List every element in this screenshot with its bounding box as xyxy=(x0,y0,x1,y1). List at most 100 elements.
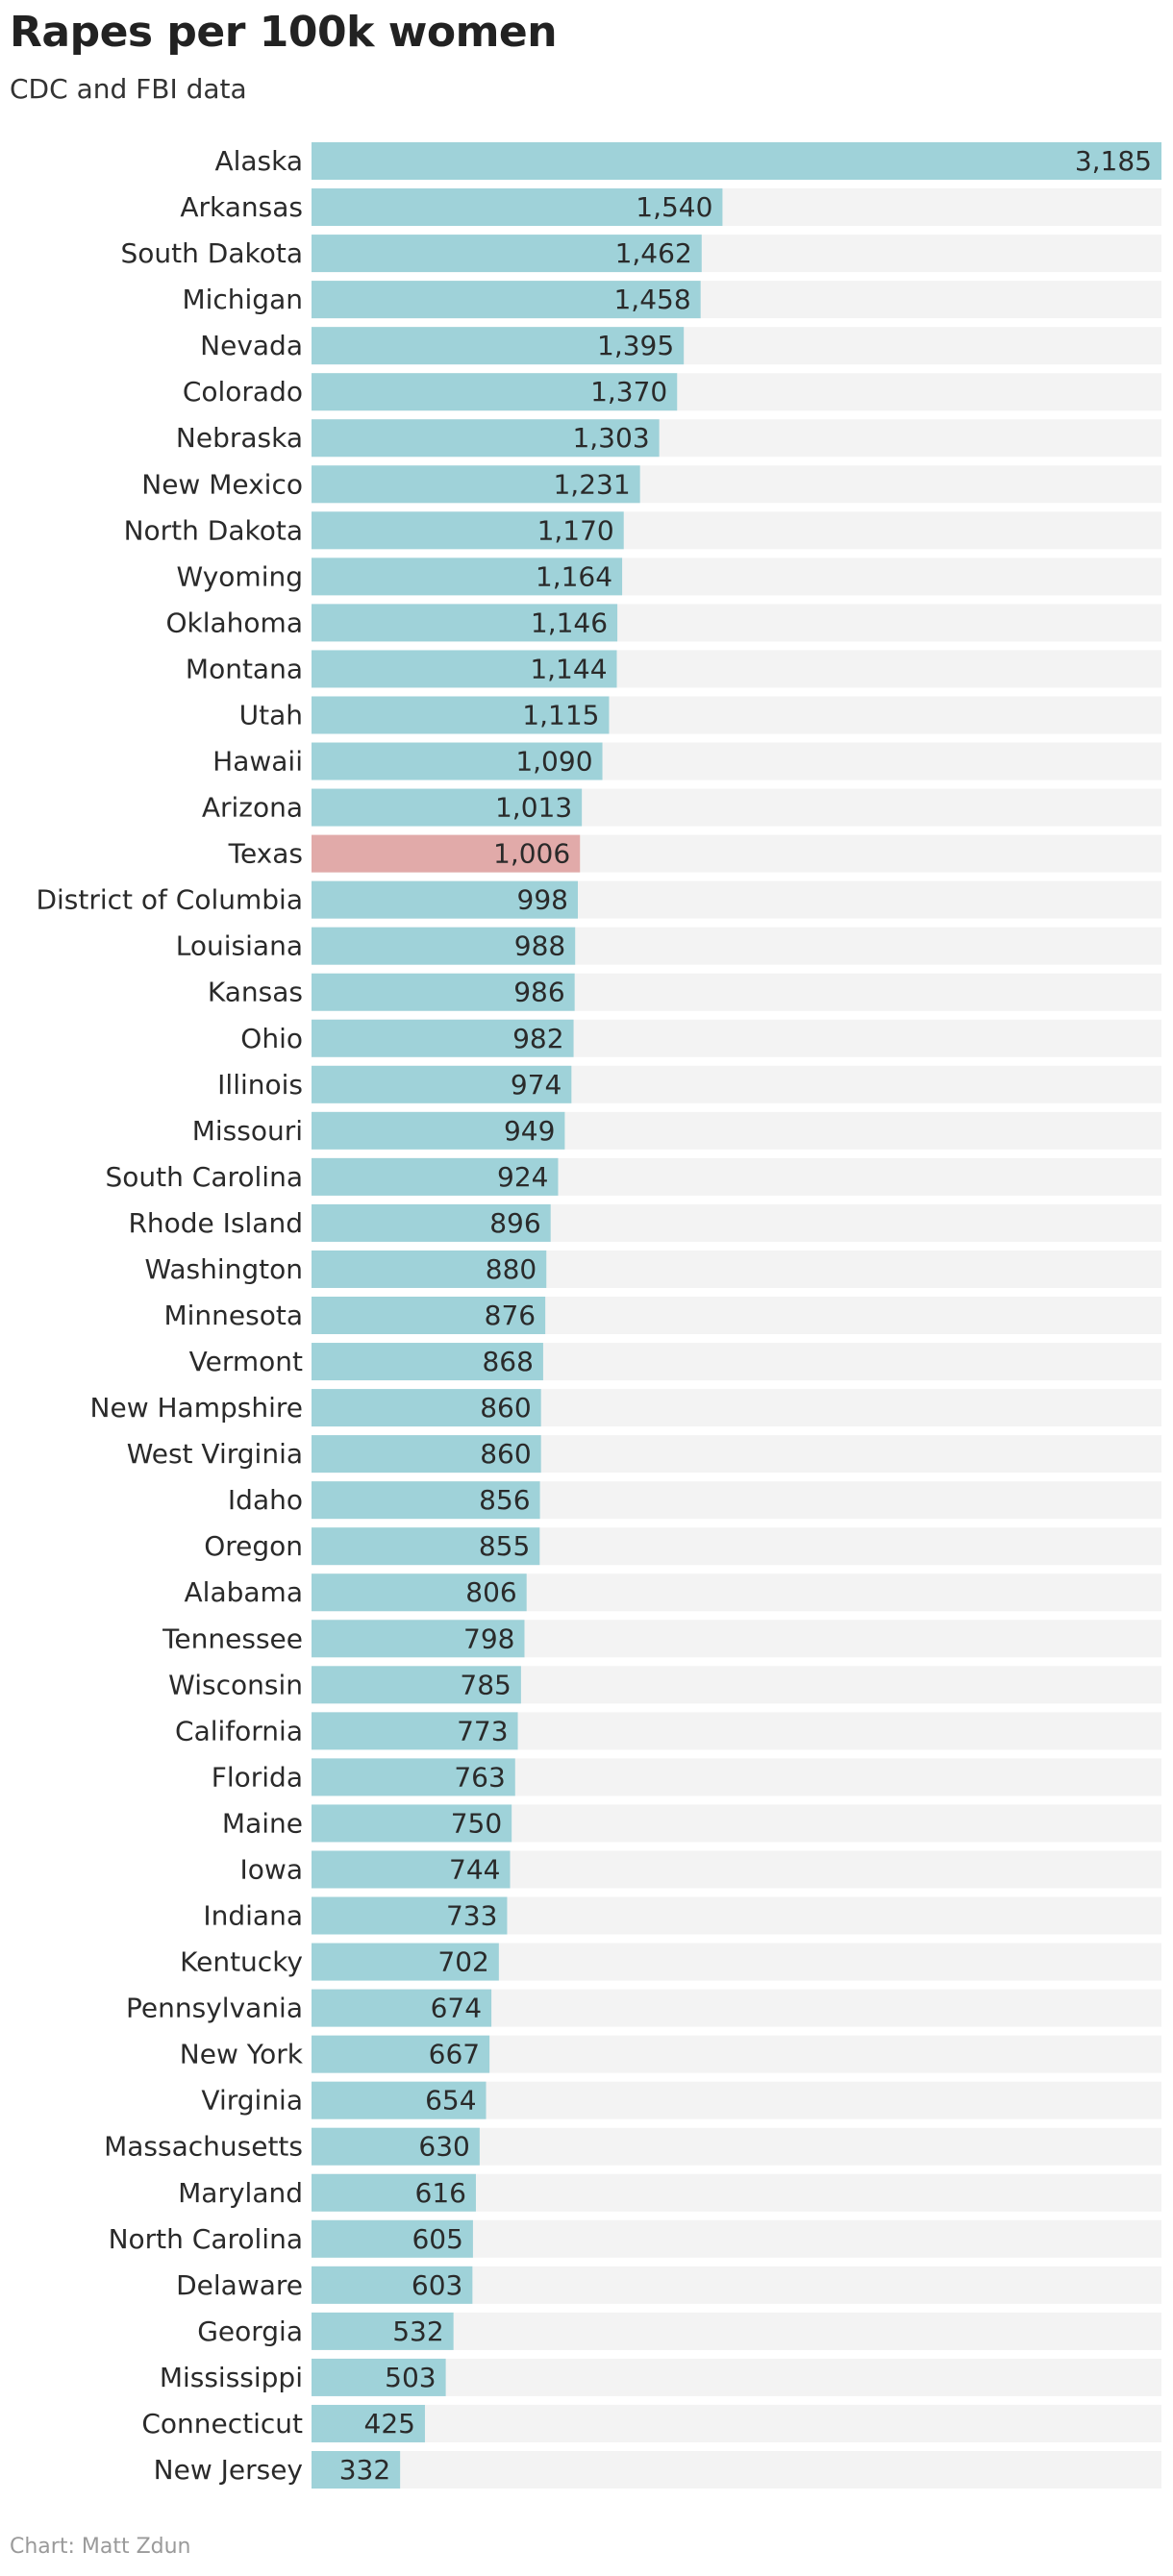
value-label-pennsylvania: 674 xyxy=(431,1993,482,2024)
category-label-delaware: Delaware xyxy=(176,2269,303,2301)
category-label-california: California xyxy=(175,1715,303,1746)
bar-maine xyxy=(312,1804,512,1843)
bar-new-jersey xyxy=(312,2451,401,2489)
category-label-georgia: Georgia xyxy=(197,2316,303,2347)
value-label-south-dakota: 1,462 xyxy=(615,237,692,269)
value-label-oregon: 855 xyxy=(479,1530,530,1562)
bar-rhode-island xyxy=(312,1203,551,1242)
value-label-wisconsin: 785 xyxy=(460,1669,511,1700)
bar-florida xyxy=(312,1758,515,1796)
bar-new-york xyxy=(312,2035,490,2073)
category-label-new-york: New York xyxy=(180,2039,304,2070)
value-label-nebraska: 1,303 xyxy=(572,422,649,454)
value-label-missouri: 949 xyxy=(504,1115,555,1147)
value-label-new-hampshire: 860 xyxy=(480,1392,531,1424)
value-label-maryland: 616 xyxy=(415,2177,466,2209)
bar-nevada xyxy=(312,327,685,365)
bar-tennessee xyxy=(312,1620,525,1658)
bar-new-hampshire xyxy=(312,1389,541,1427)
bar-south-carolina xyxy=(312,1157,559,1196)
category-label-oregon: Oregon xyxy=(204,1530,303,1562)
value-label-alabama: 806 xyxy=(465,1576,516,1608)
value-label-north-carolina: 605 xyxy=(412,2223,462,2255)
category-label-rhode-island: Rhode Island xyxy=(128,1207,303,1239)
bar-hawaii xyxy=(312,742,603,780)
bar-arkansas xyxy=(312,188,723,227)
value-label-tennessee: 798 xyxy=(463,1622,514,1654)
bar-arizona xyxy=(312,788,583,827)
category-label-washington: Washington xyxy=(144,1253,303,1285)
value-label-utah: 1,115 xyxy=(522,699,599,731)
category-label-south-dakota: South Dakota xyxy=(121,237,303,269)
category-label-wisconsin: Wisconsin xyxy=(168,1669,303,1700)
category-label-kansas: Kansas xyxy=(208,977,303,1008)
category-label-connecticut: Connecticut xyxy=(141,2408,303,2440)
bar-alaska xyxy=(312,142,1161,180)
value-label-idaho: 856 xyxy=(479,1484,530,1516)
category-label-michigan: Michigan xyxy=(182,284,303,315)
category-label-florida: Florida xyxy=(212,1761,303,1793)
value-label-colorado: 1,370 xyxy=(590,376,667,408)
bar-connecticut xyxy=(312,2404,425,2442)
category-label-ohio: Ohio xyxy=(240,1023,303,1054)
category-label-montana: Montana xyxy=(186,653,303,684)
category-label-south-carolina: South Carolina xyxy=(106,1161,303,1193)
value-label-west-virginia: 860 xyxy=(480,1438,531,1470)
value-label-south-carolina: 924 xyxy=(497,1161,548,1193)
category-label-minnesota: Minnesota xyxy=(163,1300,303,1331)
bar-minnesota xyxy=(312,1297,546,1334)
category-label-texas: Texas xyxy=(228,838,303,870)
value-label-new-york: 667 xyxy=(429,2039,480,2070)
value-label-connecticut: 425 xyxy=(364,2408,415,2440)
category-label-louisiana: Louisiana xyxy=(176,930,303,962)
chart-title: Rapes per 100k women xyxy=(10,8,558,57)
category-label-nebraska: Nebraska xyxy=(176,422,303,454)
bar-idaho xyxy=(312,1481,540,1520)
value-label-indiana: 733 xyxy=(446,1900,497,1932)
bar-mississippi xyxy=(312,2358,446,2396)
chart-credit: Chart: Matt Zdun xyxy=(10,2535,191,2559)
category-label-kentucky: Kentucky xyxy=(180,1946,303,1978)
category-label-colorado: Colorado xyxy=(183,376,303,408)
category-label-west-virginia: West Virginia xyxy=(127,1438,303,1470)
bar-ohio xyxy=(312,1019,574,1057)
bar-colorado xyxy=(312,373,678,411)
category-label-arizona: Arizona xyxy=(202,792,303,824)
category-label-alabama: Alabama xyxy=(185,1576,303,1608)
value-label-washington: 880 xyxy=(486,1253,537,1285)
bar-wyoming xyxy=(312,557,623,596)
category-label-mississippi: Mississippi xyxy=(160,2362,303,2393)
value-label-montana: 1,144 xyxy=(530,653,607,684)
bar-pennsylvania xyxy=(312,1989,492,2027)
category-label-massachusetts: Massachusetts xyxy=(104,2131,303,2163)
category-label-maine: Maine xyxy=(222,1807,303,1839)
value-label-georgia: 532 xyxy=(392,2316,443,2347)
bar-new-mexico xyxy=(312,465,640,504)
category-label-wyoming: Wyoming xyxy=(177,560,303,592)
value-label-new-mexico: 1,231 xyxy=(553,468,630,500)
chart-subtitle: CDC and FBI data xyxy=(10,73,247,105)
bar-nebraska xyxy=(312,419,660,458)
category-label-indiana: Indiana xyxy=(203,1900,303,1932)
category-label-pennsylvania: Pennsylvania xyxy=(126,1993,303,2024)
category-label-virginia: Virginia xyxy=(201,2085,303,2117)
category-label-vermont: Vermont xyxy=(189,1346,303,1377)
value-label-arizona: 1,013 xyxy=(495,792,572,824)
bar-alabama xyxy=(312,1573,527,1612)
value-label-oklahoma: 1,146 xyxy=(531,607,608,638)
value-label-rhode-island: 896 xyxy=(489,1207,540,1239)
category-label-new-jersey: New Jersey xyxy=(154,2454,303,2486)
category-label-alaska: Alaska xyxy=(214,145,303,177)
bar-michigan xyxy=(312,281,701,319)
category-label-maryland: Maryland xyxy=(178,2177,303,2209)
category-label-idaho: Idaho xyxy=(228,1484,303,1516)
bar-kansas xyxy=(312,973,575,1011)
bar-west-virginia xyxy=(312,1435,541,1474)
value-label-alaska: 3,185 xyxy=(1075,145,1152,177)
bar-missouri xyxy=(312,1111,565,1150)
category-label-district-of-columbia: District of Columbia xyxy=(36,884,303,916)
value-label-new-jersey: 332 xyxy=(339,2454,390,2486)
bar-south-dakota xyxy=(312,235,702,273)
bar-utah xyxy=(312,696,610,734)
